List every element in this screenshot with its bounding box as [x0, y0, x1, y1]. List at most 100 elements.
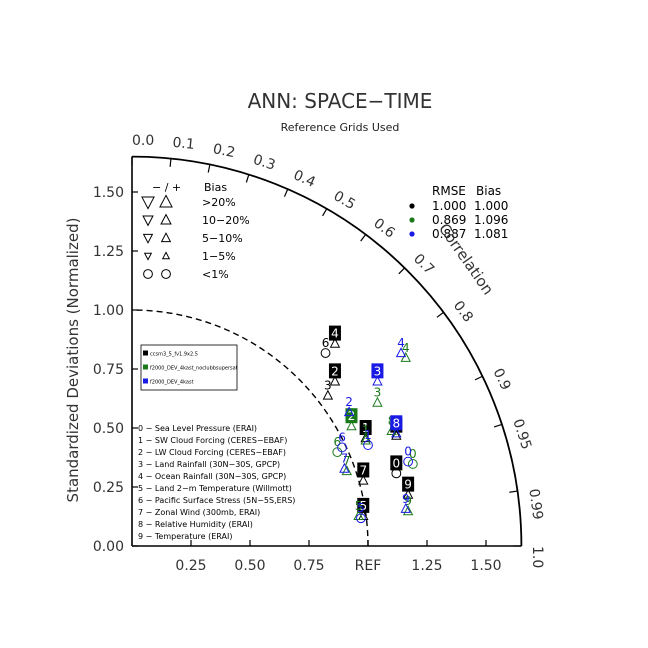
point-label: 9 — [404, 478, 412, 492]
point-label-box — [328, 363, 341, 379]
point-marker — [329, 375, 341, 386]
case-rmse: 0.869 — [432, 213, 466, 227]
point-marker — [403, 456, 414, 467]
point-label: 1 — [362, 421, 370, 435]
point-marker — [142, 233, 154, 244]
point-label: 4 — [402, 341, 410, 355]
point-label: 9 — [404, 494, 412, 508]
y-axis-label: Standardized Deviations (Normalized) — [64, 218, 82, 503]
point-marker — [339, 462, 350, 473]
x-tick-label: 0.25 — [175, 558, 206, 574]
variable-list-item: 0 − Sea Level Pressure (ERAI) — [138, 424, 257, 433]
point-marker — [391, 427, 402, 438]
case-dot — [409, 217, 415, 223]
correlation-tick-label: 0.9 — [489, 366, 513, 393]
point-label-box — [357, 497, 370, 513]
point-label: 0 — [404, 445, 412, 459]
point-marker — [386, 425, 397, 436]
point-marker — [141, 196, 155, 210]
point-marker — [343, 406, 355, 417]
point-marker — [391, 429, 402, 440]
point-label: 7 — [359, 463, 367, 477]
point-label: 1 — [362, 423, 370, 437]
case-legend-name: ccsm3_5_fv1.9x2.5 — [150, 352, 198, 358]
variable-list-item: 6 − Pacific Surface Stress (5N−5S,ERS) — [138, 496, 295, 505]
correlation-tick-label: 0.99 — [525, 488, 545, 521]
correlation-tick-label: 0.5 — [331, 188, 358, 213]
point-marker — [407, 459, 418, 469]
correlation-tick — [283, 188, 289, 197]
chart-subtitle: Reference Grids Used — [281, 121, 400, 134]
bias-legend-row: <1% — [202, 268, 229, 281]
bias-legend-row: 10−20% — [202, 214, 250, 227]
case-rmse: 1.000 — [432, 199, 466, 213]
case-legend-swatch — [143, 364, 148, 370]
point-label: 4 — [331, 327, 339, 341]
point-label: 7 — [343, 454, 351, 468]
point-label-box — [359, 420, 372, 435]
chart-title: ANN: SPACE−TIME — [248, 89, 433, 113]
case-dot — [409, 231, 415, 237]
y-tick-label: 1.00 — [93, 303, 124, 319]
variable-list-item: 8 − Relative Humidity (ERAI) — [138, 520, 253, 529]
point-marker — [400, 502, 411, 513]
variable-list-item: 2 − LW Cloud Forcing (CERES−EBAF) — [138, 448, 286, 457]
bias-legend-signs: − / + — [152, 181, 181, 194]
outer-arc — [131, 155, 523, 547]
point-marker — [402, 505, 414, 516]
bias-legend-row: >20% — [202, 196, 236, 209]
point-marker — [402, 488, 414, 499]
variable-list-item: 4 − Ocean Rainfall (30N−30S, GPCP) — [138, 472, 286, 481]
point-marker — [358, 474, 369, 485]
x-tick-label: 0.50 — [234, 558, 265, 574]
point-label: 3 — [374, 364, 382, 378]
point-label-box — [402, 476, 415, 492]
correlation-tick-label: 0.4 — [291, 167, 318, 191]
point-label: 4 — [397, 336, 405, 350]
y-tick-label: 1.50 — [93, 185, 124, 201]
point-label: 5 — [355, 499, 363, 513]
correlation-tick-label: 0.8 — [450, 298, 476, 325]
point-label: 3 — [324, 379, 332, 393]
point-marker — [160, 232, 172, 243]
point-label: 6 — [338, 430, 346, 444]
point-label: 7 — [341, 452, 349, 466]
correlation-tick — [436, 311, 444, 318]
point-marker — [341, 465, 352, 476]
x-tick-label: 1.25 — [411, 558, 442, 574]
reference-arc — [131, 309, 369, 547]
x-tick-label: 1.50 — [470, 558, 501, 574]
point-label: 5 — [357, 501, 365, 515]
y-tick-label: 0.00 — [93, 539, 124, 555]
variable-list-item: 5 − Land 2−m Temperature (Willmott) — [138, 484, 292, 493]
case-bias: 1.096 — [474, 213, 508, 227]
point-label: 2 — [348, 409, 356, 423]
correlation-tick — [245, 174, 250, 183]
correlation-tick-label: 0.0 — [132, 133, 154, 149]
case-rmse: 0.887 — [432, 227, 466, 241]
point-marker — [320, 348, 331, 358]
variable-list-item: 7 − Zonal Wind (300mb, ERAI) — [138, 508, 260, 517]
correlation-tick — [169, 158, 172, 167]
point-label: 3 — [374, 386, 382, 400]
point-marker — [322, 389, 334, 400]
case-bias: 1.081 — [474, 227, 508, 241]
case-legend-box — [140, 344, 238, 391]
point-label: 2 — [331, 364, 339, 378]
y-tick-label: 0.25 — [93, 480, 124, 496]
point-label: 2 — [345, 395, 353, 409]
correlation-tick-label: 0.7 — [410, 251, 437, 278]
bias-header: Bias — [476, 184, 501, 198]
point-label: 9 — [402, 492, 410, 506]
correlation-tick-label: 1.0 — [529, 546, 545, 568]
point-marker — [360, 434, 371, 445]
point-label-box — [390, 455, 403, 471]
point-marker — [161, 251, 171, 260]
point-label: 8 — [392, 416, 400, 430]
point-label: 0 — [392, 456, 400, 470]
correlation-tick — [360, 234, 367, 242]
point-marker — [160, 213, 172, 225]
case-dot — [409, 203, 415, 209]
correlation-tick — [509, 490, 518, 493]
point-label: 0 — [409, 447, 417, 461]
